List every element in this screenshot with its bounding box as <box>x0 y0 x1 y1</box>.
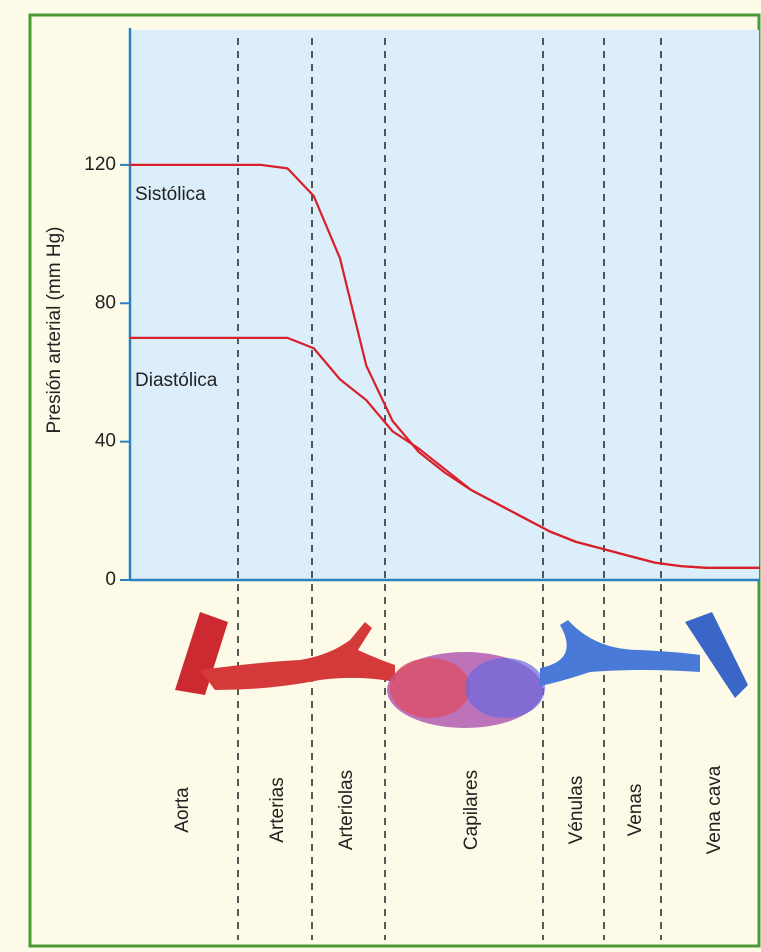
region-label: Capilares <box>461 770 482 850</box>
region-label: Vena cava <box>704 765 725 854</box>
series-label: Diastólica <box>135 370 218 391</box>
region-label: Arterias <box>267 777 288 842</box>
y-axis-label-group: Presión arterial (mm Hg) <box>44 227 65 434</box>
y-tick-label: 40 <box>95 431 116 452</box>
y-tick-label: 0 <box>105 569 116 590</box>
chart: Presión arterial (mm Hg) 0 40 80 120 Sistóli… <box>0 0 761 952</box>
plot-area <box>130 30 759 580</box>
region-label: Aorta <box>172 787 193 833</box>
page: Presión arterial (mm Hg) 0 40 80 120 Sistóli… <box>0 0 761 952</box>
region-label: Venas <box>625 784 646 837</box>
y-tick-label: 80 <box>95 292 116 313</box>
y-axis-label: Presión arterial (mm Hg) <box>44 227 65 434</box>
region-label: Vénulas <box>566 776 587 845</box>
y-tick-label: 120 <box>84 154 116 175</box>
series-label: Sistólica <box>135 184 206 205</box>
region-label: Arteriolas <box>336 770 357 850</box>
